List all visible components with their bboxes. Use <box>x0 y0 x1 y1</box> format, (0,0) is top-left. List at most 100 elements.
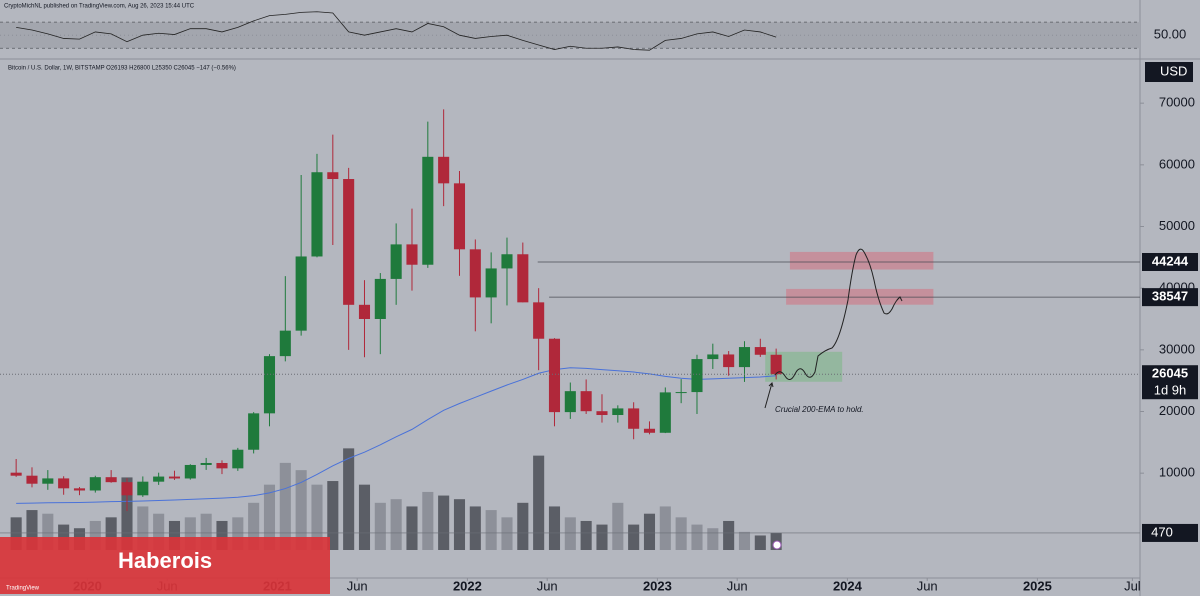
volume-bar <box>327 481 339 550</box>
candle-body <box>517 254 529 303</box>
candle-body <box>469 249 481 298</box>
volume-bar <box>295 470 307 550</box>
last-price-label: 26045 <box>1152 366 1188 381</box>
candle-body <box>707 354 719 360</box>
candle-body <box>754 347 766 355</box>
logo: TradingView <box>6 586 40 592</box>
x-tick-label: Jun <box>347 578 368 593</box>
volume-bar <box>485 510 497 550</box>
candle-body <box>485 268 497 298</box>
candle-body <box>279 330 291 357</box>
volume-bar <box>232 517 244 550</box>
candle-body <box>168 476 181 479</box>
volume-bar <box>343 448 355 550</box>
volume-bar <box>675 517 687 550</box>
last-price-box <box>1142 365 1198 400</box>
candle-body <box>263 356 276 414</box>
annotation: Crucial 200-EMA to hold. <box>775 405 864 414</box>
event-icon[interactable] <box>772 540 782 550</box>
candle-body <box>10 472 22 476</box>
candle-body <box>184 464 196 479</box>
candle-body <box>659 392 671 433</box>
volume-bar <box>216 520 228 550</box>
currency-box <box>1145 62 1193 82</box>
candle-body <box>58 478 70 489</box>
volume-bar <box>137 506 149 550</box>
y-tick-label: 30000 <box>1159 341 1195 356</box>
candle-body <box>73 488 86 491</box>
annotation-arrow <box>764 382 773 409</box>
forecast-arrow <box>896 296 903 302</box>
level-label: 38547 <box>1152 289 1188 304</box>
candle-body <box>200 462 212 465</box>
rsi-band <box>0 22 1140 49</box>
volume-bar <box>628 524 640 550</box>
volume-bar <box>501 517 513 550</box>
y-tick-label: 60000 <box>1159 156 1195 171</box>
x-tick-label: 2022 <box>453 578 482 593</box>
candle-body <box>580 391 592 412</box>
candle-body <box>628 408 640 429</box>
candle-body <box>406 244 418 265</box>
volume-bar <box>659 506 671 550</box>
volume-bar <box>42 513 54 550</box>
ema-line <box>16 367 777 504</box>
volume-bar <box>390 499 402 550</box>
candle-body <box>216 462 228 469</box>
candle-body <box>612 408 624 416</box>
legend: Bitcoin / U.S. Dollar, 1W, BITSTAMP O261… <box>8 66 236 72</box>
y-tick-label: 70000 <box>1159 95 1195 110</box>
volume-bar <box>406 506 418 550</box>
candle-body <box>121 482 133 496</box>
rsi-tick-label: 50.00 <box>1154 27 1187 42</box>
countdown: 1d 9h <box>1154 383 1187 398</box>
volume-bar <box>548 506 561 550</box>
banner-box <box>0 537 330 594</box>
volume-bar <box>200 513 212 550</box>
candle-body <box>153 476 165 482</box>
candle-body <box>643 428 656 433</box>
volume-bar <box>469 506 481 550</box>
volume-bar <box>374 502 386 550</box>
volume-bar <box>723 520 735 550</box>
volume-bar <box>438 495 450 550</box>
volume-bar <box>453 499 466 550</box>
forecast-path <box>774 248 901 380</box>
volume-bar <box>643 513 656 550</box>
volume-bar <box>612 502 624 550</box>
volume-label-box <box>1142 523 1198 542</box>
candle-body <box>295 256 307 331</box>
volume-bar <box>596 524 608 550</box>
candle-body <box>26 475 38 484</box>
rsi-line <box>16 11 777 51</box>
volume-bar <box>738 531 751 550</box>
x-tick-label: 2024 <box>833 578 863 593</box>
volume-bar <box>564 517 576 550</box>
zone <box>789 251 934 270</box>
header: CryptoMichNL published on TradingView.co… <box>4 4 195 10</box>
volume-bar <box>517 502 529 550</box>
volume-label: 470 <box>1151 524 1173 539</box>
candle-body <box>438 156 450 184</box>
annotation-arrowhead <box>768 382 774 388</box>
y-tick-label: 10000 <box>1159 465 1195 480</box>
volume-bar <box>10 517 22 550</box>
volume-bar <box>533 455 545 550</box>
candle-body <box>248 413 260 450</box>
banner: Haberois <box>118 548 212 573</box>
x-tick-label: Jul <box>1124 578 1141 593</box>
volume-bar <box>168 520 181 550</box>
volume-bar <box>248 502 260 550</box>
candle-body <box>533 302 545 339</box>
candle-body <box>453 183 466 250</box>
candle-body <box>358 304 371 319</box>
candle-body <box>137 481 149 496</box>
volume-bar <box>707 528 719 550</box>
x-tick-label: Jun <box>727 578 748 593</box>
main-pane: 100002000030000400005000060000700002020J… <box>0 11 1198 593</box>
x-tick-label: 2023 <box>643 578 672 593</box>
candle-body <box>501 254 513 269</box>
candle-body <box>548 338 561 413</box>
